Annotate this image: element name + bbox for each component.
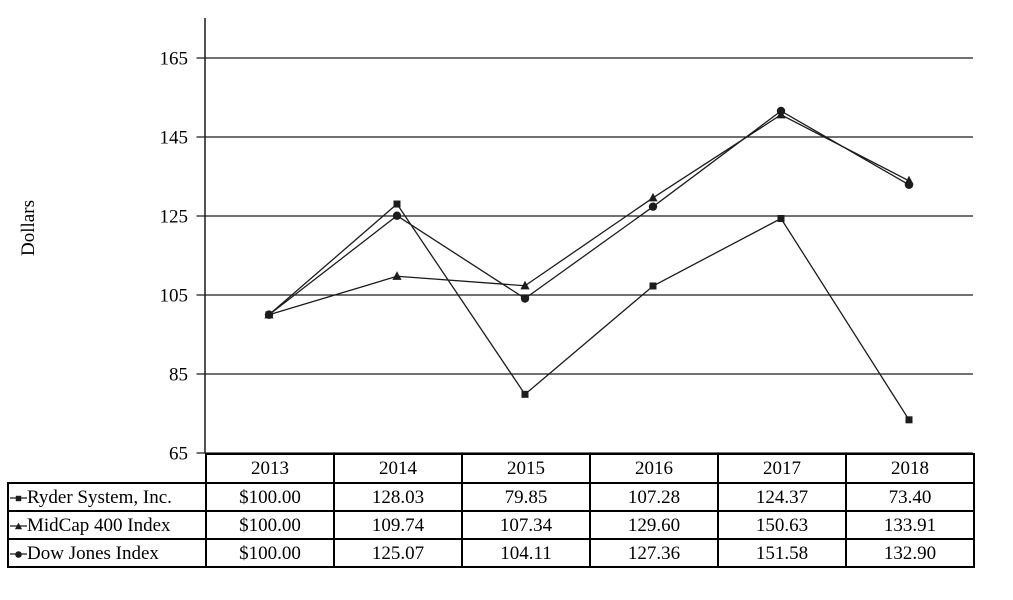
year-header-cell: 2013 <box>205 453 335 484</box>
data-point-marker-square <box>649 282 657 290</box>
series-label-cell: MidCap 400 Index <box>7 510 207 540</box>
year-header-cell: 2016 <box>589 453 719 484</box>
year-header-cell: 2017 <box>717 453 847 484</box>
series-line-circle <box>268 110 910 316</box>
value-cell: 104.11 <box>461 538 591 568</box>
year-header-cell: 2018 <box>845 453 975 484</box>
data-point-marker-square <box>521 390 529 398</box>
data-point-marker-square <box>15 495 22 501</box>
value-cell: 133.91 <box>845 510 975 540</box>
value-cell: 124.37 <box>717 482 847 512</box>
value-cell: $100.00 <box>205 510 335 540</box>
y-tick-label: 145 <box>160 128 189 149</box>
value-cell: 127.36 <box>589 538 719 568</box>
value-cell: 132.90 <box>845 538 975 568</box>
data-point-marker-circle <box>264 310 274 319</box>
y-tick-label: 85 <box>169 365 188 386</box>
data-point-marker-circle <box>520 294 530 303</box>
value-cell: $100.00 <box>205 482 335 512</box>
series-line-square <box>268 203 910 421</box>
value-cell: 151.58 <box>717 538 847 568</box>
table-row-triangle: MidCap 400 Index $100.00 109.74 107.34 129.6… <box>7 510 975 540</box>
y-tick-label: 105 <box>160 286 189 307</box>
y-tick-label: 125 <box>160 207 189 228</box>
value-cell: 150.63 <box>717 510 847 540</box>
value-cell: 107.34 <box>461 510 591 540</box>
series-label: Dow Jones Index <box>27 542 159 564</box>
data-point-marker-triangle <box>392 271 402 280</box>
series-label: Ryder System, Inc. <box>27 486 172 508</box>
y-axis-title: Dollars <box>18 200 39 256</box>
data-point-marker-circle <box>776 106 786 116</box>
performance-table: 2013 2014 2015 2016 2017 2018 Ryder System, In… <box>7 453 975 568</box>
year-header-cell: 2015 <box>461 453 591 484</box>
data-point-marker-circle <box>392 211 402 220</box>
data-point-marker-square <box>905 416 913 424</box>
table-row-square: Ryder System, Inc. $100.00 128.03 79.85 107.… <box>7 482 975 512</box>
square-legend-icon <box>10 495 27 501</box>
data-point-marker-triangle <box>648 192 658 202</box>
series-label-cell: Dow Jones Index <box>7 538 207 568</box>
value-cell: 73.40 <box>845 482 975 512</box>
value-cell: 107.28 <box>589 482 719 512</box>
data-point-marker-circle <box>648 202 658 211</box>
data-point-marker-circle <box>904 180 914 189</box>
circle-legend-icon <box>10 550 27 558</box>
triangle-legend-icon <box>10 522 27 529</box>
series-line-triangle <box>268 114 910 316</box>
value-cell: 128.03 <box>333 482 463 512</box>
value-cell: 79.85 <box>461 482 591 512</box>
y-tick-label: 65 <box>169 444 188 465</box>
data-point-marker-square <box>393 200 401 208</box>
table-row-circle: Dow Jones Index $100.00 125.07 104.11 127.36… <box>7 538 975 568</box>
year-header-cell: 2014 <box>333 453 463 484</box>
y-tick-label: 165 <box>160 49 189 70</box>
data-point-marker-triangle <box>14 522 23 529</box>
data-point-marker-circle <box>15 550 22 558</box>
data-point-marker-square <box>777 214 785 222</box>
value-cell: 129.60 <box>589 510 719 540</box>
value-cell: 109.74 <box>333 510 463 540</box>
data-point-marker-triangle <box>520 280 530 290</box>
performance-table-body: 2013 2014 2015 2016 2017 2018 Ryder System, In… <box>7 453 975 568</box>
series-label: MidCap 400 Index <box>27 514 171 536</box>
value-cell: $100.00 <box>205 538 335 568</box>
table-corner-blank <box>8 454 206 483</box>
series-label-cell: Ryder System, Inc. <box>7 482 207 512</box>
year-header-row: 2013 2014 2015 2016 2017 2018 <box>8 453 975 484</box>
value-cell: 125.07 <box>333 538 463 568</box>
